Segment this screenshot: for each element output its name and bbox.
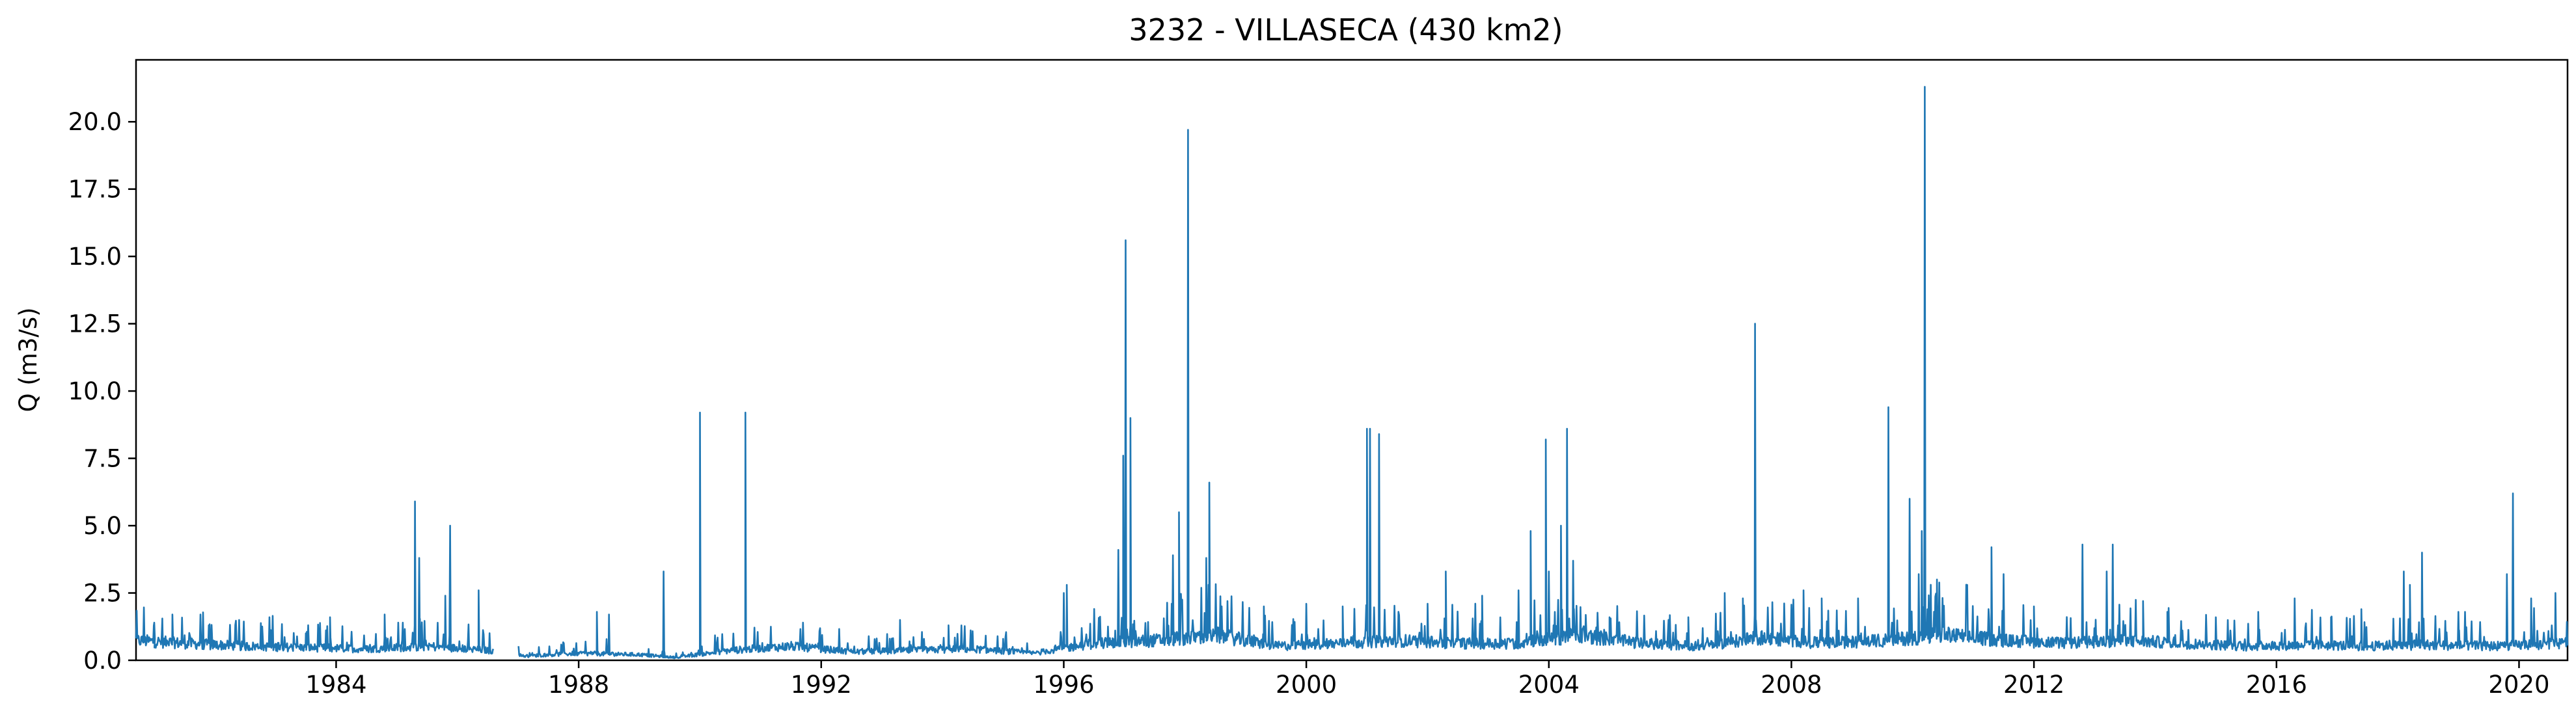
- y-tick-label: 10.0: [68, 377, 122, 405]
- y-tick-label: 17.5: [68, 176, 122, 204]
- x-tick-label: 2000: [1276, 671, 1337, 699]
- x-tick-label: 2012: [2003, 671, 2064, 699]
- x-tick-label: 1996: [1033, 671, 1094, 699]
- y-tick-label: 0.0: [83, 647, 122, 675]
- x-tick-label: 2004: [1518, 671, 1580, 699]
- series-layer: [135, 86, 2569, 660]
- chart-title: 3232 - VILLASECA (430 km2): [1129, 12, 1563, 47]
- x-axis: 1984 1988 1992 1996 2000 2004 2008 2012 2016 2020: [305, 660, 2550, 699]
- y-tick-label: 5.0: [83, 512, 122, 540]
- x-tick-label: 1988: [548, 671, 609, 699]
- series-line-segment: [135, 500, 495, 655]
- y-tick-label: 15.0: [68, 243, 122, 271]
- x-tick-label: 1984: [305, 671, 366, 699]
- y-axis-label: Q (m3/s): [14, 307, 42, 412]
- x-tick-label: 2016: [2246, 671, 2307, 699]
- y-axis: 0.0 2.5 5.0 7.5 10.0 12.5 15.0 17.5 20.0: [68, 108, 136, 675]
- x-tick-label: 2020: [2488, 671, 2549, 699]
- y-tick-label: 7.5: [83, 445, 122, 473]
- axes-frame: [135, 59, 2569, 662]
- x-tick-label: 2008: [1761, 671, 1822, 699]
- series-line-segment: [517, 86, 2569, 660]
- y-tick-label: 2.5: [83, 580, 122, 608]
- x-tick-label: 1992: [791, 671, 852, 699]
- plot-area: [135, 59, 2569, 662]
- y-tick-label: 12.5: [68, 310, 122, 338]
- y-tick-label: 20.0: [68, 108, 122, 136]
